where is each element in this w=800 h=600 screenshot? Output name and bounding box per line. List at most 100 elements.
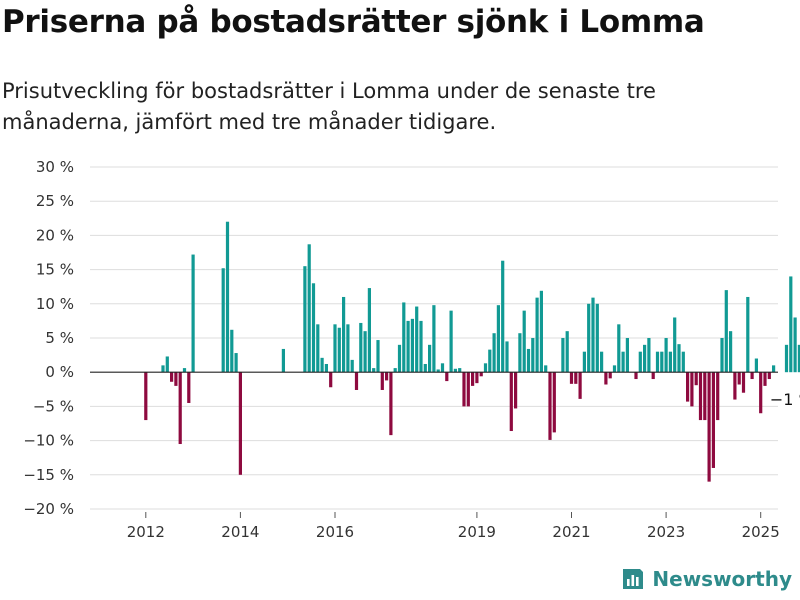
bar — [380, 372, 384, 390]
bar — [621, 351, 625, 373]
bar — [574, 372, 578, 384]
bar-chart: 30 % 25 % 20 % 15 % 10 % 5 % 0 % −5 % −10 % −15 %… — [23, 158, 800, 541]
y-tick-label: −10 % — [23, 432, 74, 450]
bar — [552, 372, 556, 433]
bar — [724, 290, 728, 373]
bar — [522, 310, 526, 373]
bar — [634, 372, 638, 380]
bar — [346, 324, 350, 373]
bar — [419, 320, 423, 373]
bar — [716, 372, 720, 421]
bar — [449, 310, 453, 373]
bar — [501, 260, 505, 373]
bar — [471, 372, 475, 386]
bar — [694, 372, 698, 386]
bar — [754, 358, 758, 373]
bar — [707, 372, 711, 482]
bar — [324, 363, 328, 373]
bar — [432, 305, 436, 373]
bar — [311, 283, 316, 373]
bar — [281, 348, 285, 373]
bar — [453, 368, 457, 373]
bar — [496, 305, 500, 373]
x-tick-label: 2012 — [127, 523, 165, 541]
bar — [612, 365, 617, 373]
bar — [690, 372, 694, 407]
bar — [483, 363, 488, 373]
bar — [711, 372, 715, 468]
bar — [673, 317, 677, 373]
bar — [531, 338, 535, 373]
bar — [561, 338, 565, 373]
bar — [161, 365, 165, 373]
bar — [492, 333, 496, 373]
bar — [307, 244, 311, 373]
bar — [350, 359, 354, 373]
bar — [221, 268, 225, 373]
bar — [681, 351, 685, 373]
y-tick-label: 15 % — [36, 261, 74, 279]
bar — [737, 372, 741, 385]
bar — [600, 351, 604, 373]
bar — [316, 324, 320, 373]
bar — [354, 372, 359, 390]
bar — [578, 372, 582, 399]
bar — [174, 372, 178, 386]
bar — [548, 372, 552, 440]
bar — [225, 221, 230, 373]
brand-name: Newsworthy — [652, 567, 792, 591]
bar — [144, 372, 148, 421]
bar — [170, 372, 174, 382]
bar — [342, 296, 346, 373]
bar — [677, 344, 681, 373]
bar — [539, 290, 543, 373]
bar — [741, 372, 746, 393]
y-tick-label: −5 % — [33, 397, 74, 415]
bar — [655, 351, 660, 373]
bar — [703, 372, 707, 421]
y-tick-label: 5 % — [45, 329, 74, 347]
bar — [763, 372, 767, 386]
bar — [428, 344, 432, 373]
bar — [505, 341, 509, 373]
bar — [337, 327, 341, 373]
bar — [423, 363, 427, 373]
bar — [544, 365, 548, 373]
bar — [440, 363, 445, 373]
x-tick-label: 2025 — [742, 523, 780, 541]
x-tick-label: 2016 — [316, 523, 354, 541]
bar — [638, 351, 642, 373]
bar — [526, 348, 531, 373]
bar — [479, 372, 483, 377]
bar — [178, 372, 182, 445]
newsworthy-logo-icon — [623, 569, 644, 589]
bar — [608, 372, 612, 379]
bar — [376, 340, 380, 373]
bar — [647, 338, 651, 373]
bar — [617, 324, 621, 373]
bar — [797, 344, 800, 373]
latest-value-annotation: −1 % — [770, 390, 800, 409]
bar — [445, 372, 449, 382]
bar — [165, 356, 169, 373]
bar — [406, 320, 410, 373]
y-tick-label: 0 % — [45, 363, 74, 381]
bar — [182, 368, 187, 373]
bar — [569, 372, 574, 384]
bar — [389, 372, 393, 436]
bar — [793, 317, 797, 373]
bar — [698, 372, 703, 421]
bar — [565, 331, 569, 373]
bar — [651, 372, 655, 380]
bar — [772, 365, 776, 373]
y-tick-label: 20 % — [36, 226, 74, 244]
grid-lines — [90, 166, 778, 510]
bar — [191, 254, 195, 373]
bar — [767, 372, 771, 380]
bar — [462, 372, 466, 407]
bar — [625, 338, 629, 373]
bar — [686, 372, 690, 402]
y-tick-label: −20 % — [23, 500, 74, 518]
x-tick-label: 2014 — [221, 523, 259, 541]
bar — [518, 333, 522, 373]
